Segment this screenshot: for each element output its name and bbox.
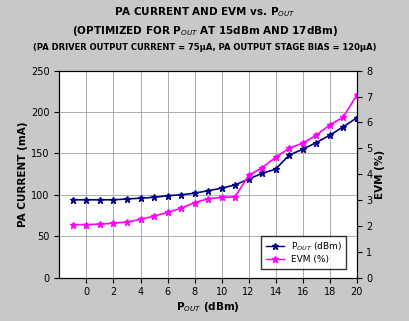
EVM (%) bbox=[178, 206, 183, 210]
EVM (%) bbox=[272, 155, 277, 159]
P$_{OUT}$ (dBm) bbox=[299, 147, 304, 151]
P$_{OUT}$ (dBm) bbox=[178, 193, 183, 197]
Y-axis label: PA CURRENT (mA): PA CURRENT (mA) bbox=[18, 121, 28, 227]
EVM (%) bbox=[340, 115, 345, 119]
Y-axis label: EVM (%): EVM (%) bbox=[375, 150, 384, 199]
P$_{OUT}$ (dBm) bbox=[192, 191, 197, 195]
EVM (%) bbox=[313, 134, 318, 137]
Text: (PA DRIVER OUTPUT CURRENT = 75μA, PA OUTPUT STAGE BIAS = 120μA): (PA DRIVER OUTPUT CURRENT = 75μA, PA OUT… bbox=[33, 43, 376, 52]
X-axis label: P$_{OUT}$ (dBm): P$_{OUT}$ (dBm) bbox=[176, 300, 239, 314]
EVM (%) bbox=[97, 222, 102, 226]
P$_{OUT}$ (dBm) bbox=[151, 195, 156, 199]
P$_{OUT}$ (dBm) bbox=[111, 198, 116, 202]
P$_{OUT}$ (dBm) bbox=[340, 125, 345, 129]
EVM (%) bbox=[151, 214, 156, 218]
EVM (%) bbox=[232, 195, 237, 199]
EVM (%) bbox=[138, 218, 143, 221]
Legend: P$_{OUT}$ (dBm), EVM (%): P$_{OUT}$ (dBm), EVM (%) bbox=[261, 236, 345, 269]
EVM (%) bbox=[70, 223, 75, 227]
P$_{OUT}$ (dBm) bbox=[232, 183, 237, 187]
EVM (%) bbox=[353, 93, 358, 97]
EVM (%) bbox=[299, 141, 304, 145]
EVM (%) bbox=[111, 221, 116, 225]
P$_{OUT}$ (dBm) bbox=[272, 167, 277, 171]
EVM (%) bbox=[259, 166, 264, 169]
EVM (%) bbox=[124, 220, 129, 224]
EVM (%) bbox=[218, 195, 223, 199]
EVM (%) bbox=[192, 201, 197, 204]
P$_{OUT}$ (dBm) bbox=[97, 198, 102, 202]
P$_{OUT}$ (dBm) bbox=[205, 189, 210, 193]
Line: EVM (%): EVM (%) bbox=[70, 92, 359, 228]
P$_{OUT}$ (dBm) bbox=[313, 141, 318, 144]
EVM (%) bbox=[165, 211, 170, 214]
Line: P$_{OUT}$ (dBm): P$_{OUT}$ (dBm) bbox=[70, 115, 359, 203]
P$_{OUT}$ (dBm) bbox=[124, 197, 129, 201]
P$_{OUT}$ (dBm) bbox=[165, 194, 170, 198]
Text: (OPTIMIZED FOR P$_{OUT}$ AT 15dBm AND 17dBm): (OPTIMIZED FOR P$_{OUT}$ AT 15dBm AND 17… bbox=[72, 24, 337, 38]
P$_{OUT}$ (dBm) bbox=[138, 196, 143, 200]
P$_{OUT}$ (dBm) bbox=[218, 186, 223, 190]
Text: PA CURRENT AND EVM vs. P$_{OUT}$: PA CURRENT AND EVM vs. P$_{OUT}$ bbox=[114, 5, 295, 19]
EVM (%) bbox=[205, 197, 210, 201]
P$_{OUT}$ (dBm) bbox=[259, 171, 264, 175]
P$_{OUT}$ (dBm) bbox=[245, 177, 250, 181]
P$_{OUT}$ (dBm) bbox=[326, 133, 331, 137]
EVM (%) bbox=[245, 174, 250, 178]
P$_{OUT}$ (dBm) bbox=[84, 198, 89, 202]
P$_{OUT}$ (dBm) bbox=[353, 116, 358, 120]
EVM (%) bbox=[326, 123, 331, 127]
EVM (%) bbox=[286, 146, 291, 150]
P$_{OUT}$ (dBm) bbox=[286, 153, 291, 157]
EVM (%) bbox=[84, 223, 89, 227]
P$_{OUT}$ (dBm) bbox=[70, 198, 75, 202]
